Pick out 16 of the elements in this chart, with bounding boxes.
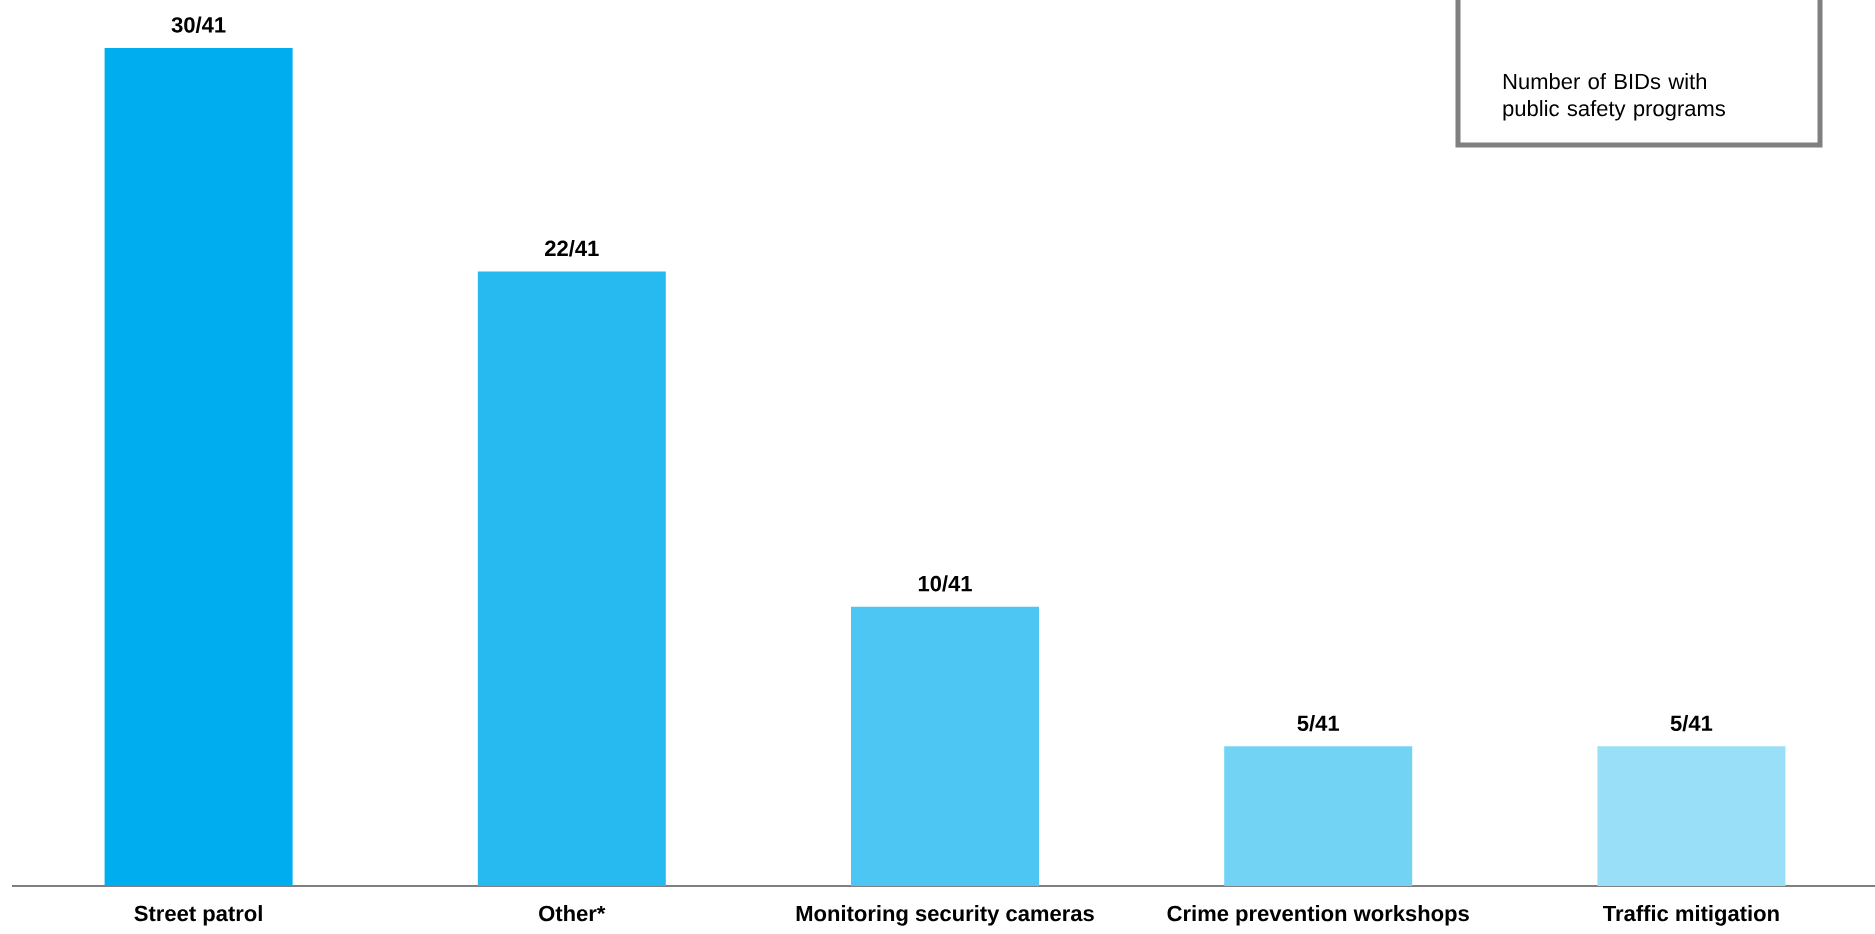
data-label: 30/41 bbox=[171, 16, 226, 33]
data-label: 10/41 bbox=[918, 575, 972, 592]
x-tick-label: Crime prevention workshops bbox=[1167, 905, 1469, 926]
bar bbox=[477, 271, 666, 886]
bar bbox=[104, 48, 293, 886]
x-tick-label: Traffic mitigation bbox=[1603, 905, 1779, 926]
x-tick-label: Street patrol bbox=[134, 905, 262, 926]
data-label: 22/41 bbox=[545, 240, 599, 257]
x-tick-label: Other* bbox=[539, 905, 606, 922]
bar bbox=[1224, 746, 1413, 886]
bar bbox=[1597, 746, 1786, 886]
annotation: Number of BIDs with public safety programs bbox=[1503, 73, 1725, 121]
bar bbox=[851, 606, 1040, 886]
data-label: 5/41 bbox=[1670, 714, 1713, 732]
x-tick-label: Monitoring security cameras bbox=[796, 905, 1094, 926]
data-label: 5/41 bbox=[1297, 714, 1339, 732]
